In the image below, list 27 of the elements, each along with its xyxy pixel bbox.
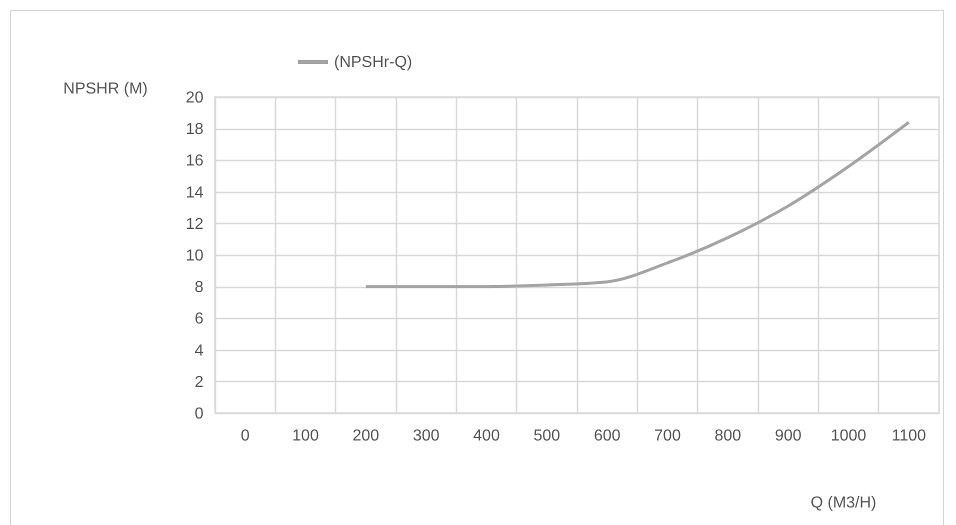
x-tick-label: 800 — [714, 428, 742, 444]
x-tick-label: 500 — [533, 428, 560, 444]
y-tick-label: 0 — [194, 406, 204, 422]
x-tick-label: 700 — [654, 428, 681, 444]
y-tick-label: 12 — [186, 216, 204, 233]
x-tick-label: 600 — [594, 428, 621, 444]
y-tick-label: 10 — [186, 248, 204, 264]
x-tick-label: 200 — [352, 428, 380, 444]
x-tick-label: 400 — [473, 428, 500, 444]
line-series — [364, 120, 910, 288]
x-tick-label: 1000 — [830, 428, 866, 444]
x-tick-label: 0 — [240, 428, 250, 444]
y-tick-label: 18 — [186, 121, 204, 138]
x-tick-label: 1100 — [892, 428, 926, 444]
y-tick-label: 6 — [194, 310, 204, 328]
x-tick-label: 100 — [292, 428, 319, 444]
legend-label: (NPSHr-Q) — [334, 54, 412, 71]
x-axis-title: Q (M3/H) — [810, 494, 876, 512]
y-tick-label: 14 — [186, 184, 204, 202]
x-tick-label: 900 — [774, 428, 802, 444]
y-tick-label: 20 — [186, 90, 204, 106]
y-tick-label: 16 — [186, 152, 204, 170]
y-tick-label: 4 — [194, 342, 204, 360]
y-tick-label: 2 — [194, 374, 204, 391]
y-tick-label: 8 — [194, 279, 204, 296]
y-axis-title: NPSHR (M) — [63, 80, 148, 98]
x-tick-label: 300 — [412, 428, 440, 444]
